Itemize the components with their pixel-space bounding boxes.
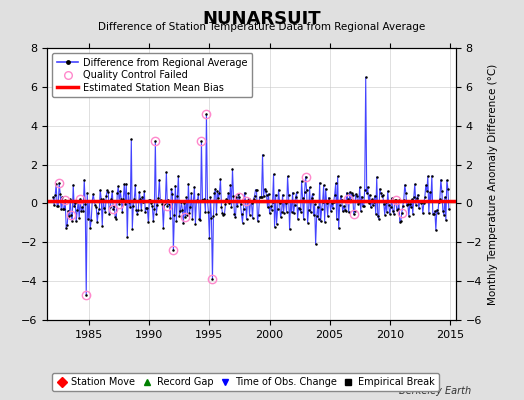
- Text: Difference of Station Temperature Data from Regional Average: Difference of Station Temperature Data f…: [99, 22, 425, 32]
- Y-axis label: Monthly Temperature Anomaly Difference (°C): Monthly Temperature Anomaly Difference (…: [488, 63, 498, 305]
- Legend: Station Move, Record Gap, Time of Obs. Change, Empirical Break: Station Move, Record Gap, Time of Obs. C…: [52, 373, 439, 391]
- Legend: Difference from Regional Average, Quality Control Failed, Estimated Station Mean: Difference from Regional Average, Qualit…: [52, 53, 253, 98]
- Text: Berkeley Earth: Berkeley Earth: [399, 386, 472, 396]
- Text: NUNARSUIT: NUNARSUIT: [203, 10, 321, 28]
